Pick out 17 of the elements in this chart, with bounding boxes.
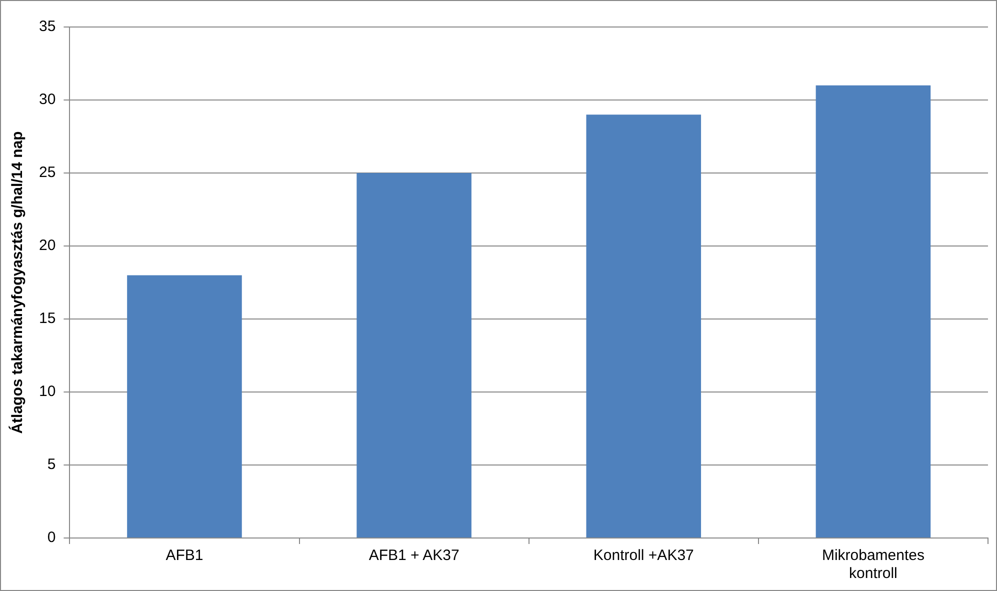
bar — [816, 85, 931, 538]
y-tick-label: 15 — [38, 310, 56, 328]
y-tick-label: 35 — [38, 18, 56, 36]
y-tick-label: 10 — [38, 383, 56, 400]
y-tick-label: 0 — [47, 529, 56, 546]
bar — [356, 173, 472, 538]
y-tick-label: 20 — [38, 237, 56, 254]
x-tick-label: Kontroll +AK37 — [593, 547, 694, 564]
y-tick-label: 30 — [38, 91, 56, 108]
x-tick-label: AFB1 — [166, 547, 204, 564]
y-axis-title: Átlagos takarmányfogyasztás g/hal/14 nap — [8, 131, 26, 434]
bar — [127, 275, 242, 538]
y-tick-label: 5 — [47, 456, 56, 474]
bar — [586, 114, 702, 538]
x-tick-label: AFB1 + AK37 — [368, 547, 460, 564]
x-tick-label: Mikrobamentes kontroll — [822, 547, 924, 582]
y-tick-label: 25 — [38, 164, 56, 182]
